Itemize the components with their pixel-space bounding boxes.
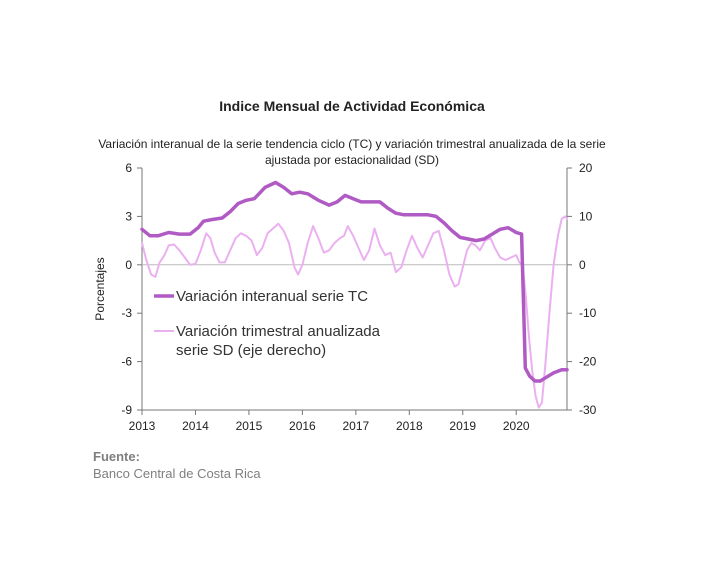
chart-subtitle: Variación interanual de la serie tendenc… <box>98 137 606 167</box>
y-left-tick-label: -6 <box>121 355 132 369</box>
y-right-tick-label: -10 <box>579 306 597 320</box>
x-tick-label: 2019 <box>449 419 476 433</box>
legend-label-tc: Variación interanual serie TC <box>176 288 368 305</box>
source-label: Fuente: <box>93 449 140 464</box>
x-tick-label: 2013 <box>129 419 156 433</box>
y-right-tick-label: 20 <box>579 161 593 175</box>
y-axis-label: Porcentajes <box>93 257 107 320</box>
y-left-tick-label: -9 <box>121 403 132 417</box>
chart-title: Indice Mensual de Actividad Económica <box>219 98 485 114</box>
x-tick-label: 2015 <box>236 419 263 433</box>
legend-label-sd: Variación trimestral anualizada serie SD … <box>176 323 381 359</box>
series-lines <box>140 180 569 409</box>
axes: 6 3 0 -3 -6 -9 20 10 0 -10 -20 -30 2013 2014 2015 2016 2… <box>93 161 597 433</box>
series-line-tc <box>140 180 569 383</box>
x-tick-label: 2014 <box>182 419 209 433</box>
y-right-tick-label: -20 <box>579 355 597 369</box>
x-tick-label: 2017 <box>342 419 369 433</box>
legend: Variación interanual serie TC Variación t… <box>154 288 381 359</box>
y-left-tick-label: 3 <box>125 209 132 223</box>
x-tick-label: 2020 <box>503 419 530 433</box>
y-left-tick-label: 6 <box>125 161 132 175</box>
y-right-tick-label: 0 <box>579 258 586 272</box>
x-tick-label: 2016 <box>289 419 316 433</box>
source-value: Banco Central de Costa Rica <box>93 466 261 481</box>
y-right-tick-label: 10 <box>579 209 593 223</box>
y-left-tick-label: 0 <box>125 258 132 272</box>
series-line-sd <box>141 215 568 409</box>
y-left-tick-label: -3 <box>121 306 132 320</box>
x-tick-label: 2018 <box>396 419 423 433</box>
y-right-tick-label: -30 <box>579 403 597 417</box>
